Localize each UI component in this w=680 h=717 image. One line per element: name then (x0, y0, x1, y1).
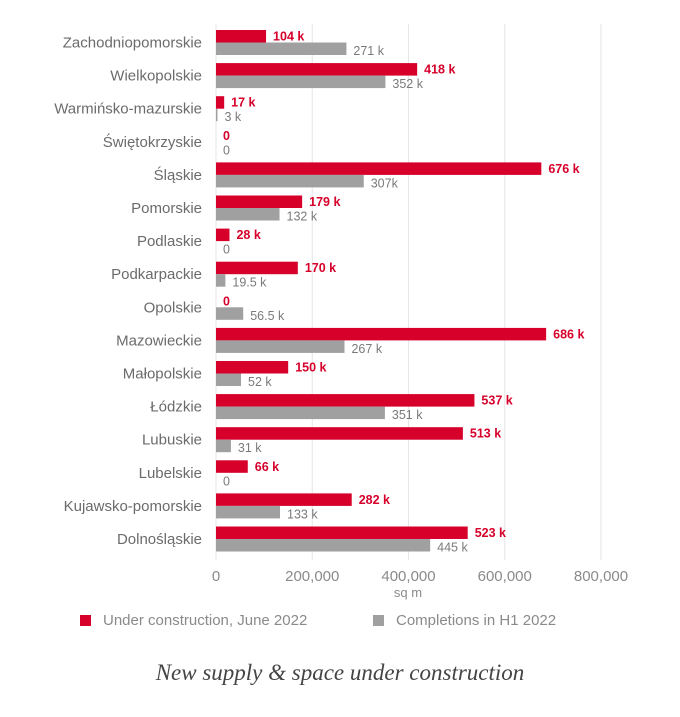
category-label: Pomorskie (131, 200, 202, 217)
data-label-completions: 56.5 k (250, 309, 285, 323)
category-label: Śląskie (154, 166, 202, 184)
bar-completions (216, 208, 280, 221)
bar-completions (216, 274, 226, 287)
bar-under-construction (216, 63, 418, 76)
x-tick-label: 0 (212, 568, 220, 585)
x-tick-label: 200,000 (285, 568, 339, 585)
bar-under-construction (216, 96, 225, 109)
category-label: Mazowieckie (116, 332, 202, 349)
data-label-under-construction: 537 k (481, 394, 512, 408)
category-label: Zachodniopomorskie (63, 35, 202, 52)
x-tick-label: 400,000 (381, 568, 435, 585)
bar-under-construction (216, 394, 475, 407)
data-label-under-construction: 282 k (359, 493, 390, 507)
category-label: Świętokrzyskie (103, 133, 202, 151)
data-label-completions: 271 k (353, 44, 384, 58)
legend-label-completions: Completions in H1 2022 (396, 612, 557, 629)
bar-under-construction (216, 526, 468, 539)
data-label-under-construction: 28 k (236, 228, 260, 242)
bar-completions (216, 75, 386, 89)
bar-completions (216, 373, 242, 386)
category-label: Opolskie (144, 299, 202, 316)
data-label-under-construction: 179 k (309, 195, 340, 209)
bar-completions (216, 307, 244, 320)
category-label: Wielkopolskie (110, 68, 202, 85)
legend-item-under-construction: Under construction, June 2022 (80, 612, 307, 629)
data-label-under-construction: 66 k (255, 460, 279, 474)
category-label: Kujawsko-pomorskie (64, 498, 202, 515)
x-tick-label: 800,000 (574, 568, 628, 585)
category-label: Małopolskie (123, 366, 202, 383)
data-label-under-construction: 686 k (553, 327, 584, 341)
data-label-completions: 351 k (392, 408, 423, 422)
bar-completions (216, 42, 347, 55)
data-label-under-construction: 0 (223, 294, 230, 308)
bar-completions (216, 505, 281, 519)
bar-under-construction (216, 228, 230, 242)
category-label: Łódzkie (150, 399, 202, 416)
category-label: Warmińsko-mazurskie (54, 101, 202, 118)
bar-under-construction (216, 30, 267, 43)
data-label-completions: 3 k (224, 110, 241, 124)
category-label: Lubuskie (142, 432, 202, 449)
data-label-completions: 307k (371, 176, 399, 190)
data-label-completions: 52 k (248, 375, 272, 389)
bar-under-construction (216, 162, 542, 175)
data-label-under-construction: 523 k (475, 526, 506, 540)
legend-label-under-construction: Under construction, June 2022 (103, 612, 308, 629)
x-axis-label: sq m (394, 585, 422, 600)
bar-completions (216, 340, 345, 353)
legend-swatch-grey (373, 615, 384, 626)
data-label-completions: 352 k (392, 77, 423, 91)
data-label-completions: 0 (223, 474, 230, 488)
bar-under-construction (216, 427, 463, 440)
data-label-under-construction: 676 k (548, 162, 579, 176)
data-label-under-construction: 150 k (295, 361, 326, 375)
bar-under-construction (216, 195, 303, 208)
category-label: Dolnośląskie (117, 531, 202, 548)
bar-completions (216, 406, 385, 420)
legend-swatch-red (80, 615, 91, 626)
data-label-completions: 0 (223, 243, 230, 257)
data-label-under-construction: 0 (223, 129, 230, 143)
bar-under-construction (216, 493, 352, 506)
bar-under-construction (216, 261, 298, 275)
bar-completions (216, 539, 431, 552)
data-label-under-construction: 170 k (305, 261, 336, 275)
data-label-under-construction: 104 k (273, 30, 304, 44)
data-label-completions: 31 k (238, 441, 262, 455)
data-label-completions: 267 k (351, 342, 382, 356)
data-label-under-construction: 17 k (231, 96, 255, 110)
data-label-completions: 445 k (437, 541, 468, 555)
bar-under-construction (216, 327, 547, 341)
category-label: Lubelskie (139, 465, 202, 482)
bar-chart: Zachodniopomorskie Wielkopolskie Warmińsko… (54, 24, 628, 600)
bar-completions (216, 108, 218, 122)
chart-caption: New supply & space under construction (155, 660, 525, 685)
bar-completions (216, 174, 364, 188)
category-label: Podlaskie (137, 233, 202, 250)
legend-item-completions: Completions in H1 2022 (373, 612, 556, 629)
data-label-completions: 19.5 k (232, 276, 267, 290)
category-label: Podkarpackie (111, 266, 202, 283)
data-label-completions: 0 (223, 143, 230, 157)
data-label-under-construction: 418 k (424, 63, 455, 77)
bar-completions (216, 439, 231, 453)
data-label-completions: 132 k (287, 210, 318, 224)
bar-under-construction (216, 361, 289, 374)
data-label-completions: 133 k (287, 507, 318, 521)
bar-under-construction (216, 460, 248, 473)
x-tick-label: 600,000 (478, 568, 532, 585)
data-label-under-construction: 513 k (470, 427, 501, 441)
